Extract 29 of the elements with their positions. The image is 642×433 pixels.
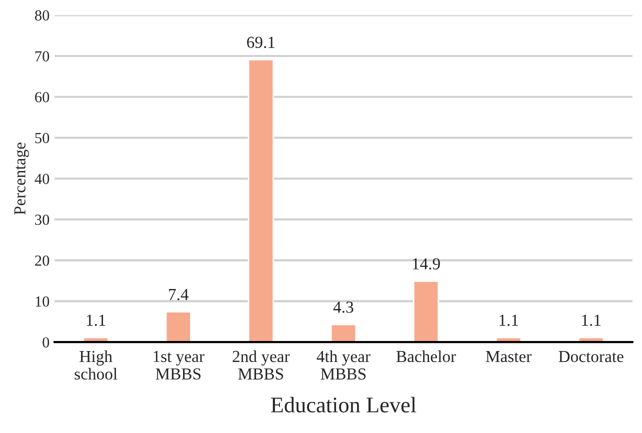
bar bbox=[330, 324, 357, 342]
data-label: 1.1 bbox=[582, 314, 601, 326]
y-tick-label: 10 bbox=[36, 296, 50, 307]
x-tick-label: Master bbox=[486, 351, 532, 362]
x-tick-label: 2nd year MBBS bbox=[232, 350, 290, 380]
y-tick-label: 20 bbox=[35, 255, 50, 266]
data-label: 4.3 bbox=[333, 302, 354, 313]
data-label: 14.9 bbox=[412, 258, 440, 270]
data-label: 1.1 bbox=[500, 314, 518, 326]
y-tick-label: 70 bbox=[35, 51, 50, 62]
y-axis-title: Percentage bbox=[14, 142, 29, 215]
x-axis-title: Education Level bbox=[270, 396, 416, 413]
x-tick-label: Bachelor bbox=[396, 350, 456, 362]
data-label: 7.4 bbox=[169, 288, 189, 300]
data-label: 1.1 bbox=[86, 314, 106, 326]
x-tick-label: 1st year MBBS bbox=[154, 350, 204, 380]
data-label: 69.1 bbox=[247, 36, 275, 48]
bar bbox=[165, 311, 192, 342]
y-tick-label: 60 bbox=[35, 92, 50, 102]
x-tick-label: Doctorate bbox=[558, 351, 624, 362]
y-tick-label: 0 bbox=[42, 337, 50, 348]
bar bbox=[412, 280, 440, 342]
bar bbox=[248, 59, 274, 342]
y-tick-label: 50 bbox=[35, 132, 50, 144]
x-tick-label: 4th year MBBS bbox=[316, 350, 370, 380]
y-tick-label: 30 bbox=[35, 214, 50, 225]
x-tick-label: High school bbox=[74, 350, 118, 380]
y-tick-label: 80 bbox=[35, 10, 50, 21]
y-tick-label: 40 bbox=[34, 174, 50, 184]
